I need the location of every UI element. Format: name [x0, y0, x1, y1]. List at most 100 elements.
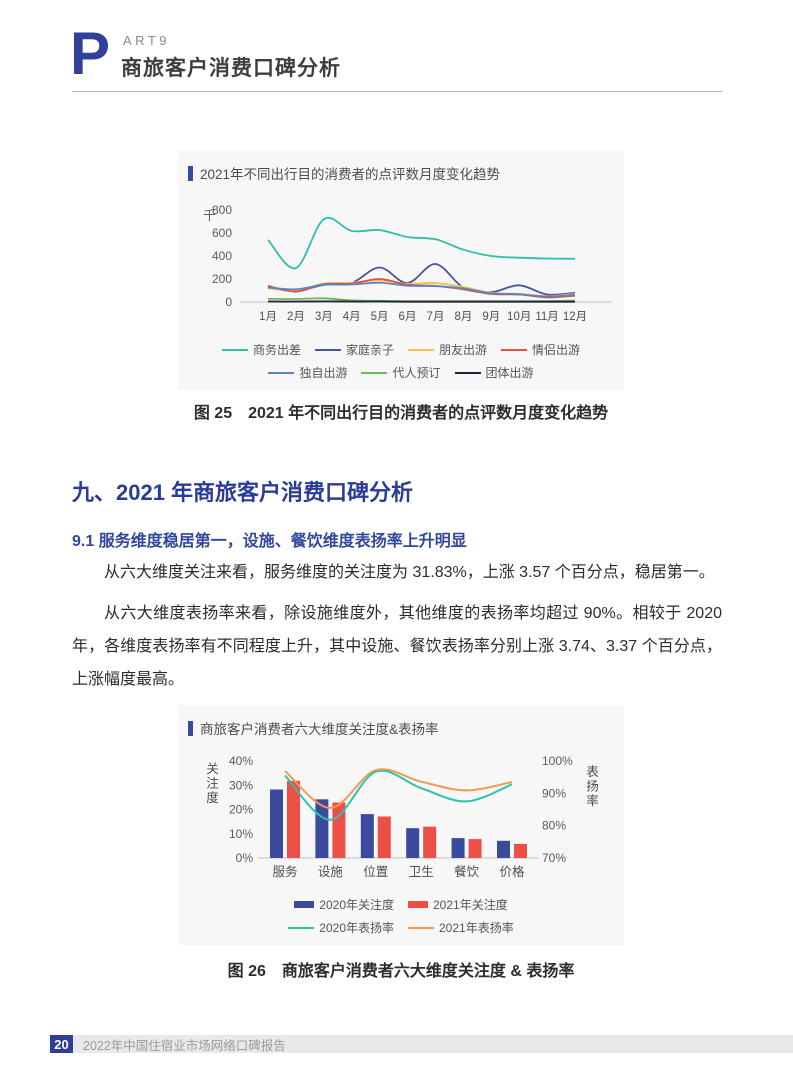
- bar-0-3: [406, 828, 420, 858]
- category-label: 服务: [272, 864, 297, 879]
- series-line-1: [267, 263, 576, 296]
- figure26-title-row: 商旅客户消费者六大维度关注度&表扬率: [188, 718, 439, 738]
- page-header-title: 商旅客户消费口碑分析: [121, 57, 341, 80]
- legend-bar-swatch: [408, 901, 428, 908]
- left-tick-label: 10%: [229, 827, 253, 841]
- right-tick-label: 80%: [542, 819, 566, 833]
- y-tick-label: 600: [212, 226, 232, 240]
- bar-1-5: [514, 843, 527, 858]
- legend-item: 2021年表扬率: [408, 919, 514, 936]
- category-label: 价格: [499, 864, 525, 879]
- left-tick-label: 0%: [236, 851, 254, 865]
- x-tick-label: 9月: [482, 311, 500, 323]
- x-tick-label: 7月: [427, 311, 445, 323]
- bar-0-4: [451, 838, 465, 858]
- x-tick-label: 2月: [287, 311, 305, 323]
- legend-line-swatch: [454, 371, 481, 374]
- legend-label: 2020年关注度: [319, 898, 394, 912]
- figure26-title-marker: [188, 720, 193, 736]
- series-line-4: [267, 281, 576, 298]
- legend-label: 代人预订: [392, 366, 441, 380]
- figure25-legend: 商务出差 家庭亲子 朋友出游 情侣出游独自出游 代人预订 团体出游: [178, 338, 624, 384]
- legend-row: 商务出差 家庭亲子 朋友出游 情侣出游: [178, 338, 624, 361]
- left-tick-label: 20%: [229, 803, 253, 817]
- legend-label: 团体出游: [485, 366, 534, 380]
- y-axis-unit: 千: [203, 208, 216, 223]
- legend-line-swatch: [314, 348, 341, 351]
- legend-line-swatch: [268, 371, 295, 374]
- legend-item: 商务出差: [221, 341, 301, 358]
- legend-label: 情侣出游: [532, 343, 581, 357]
- header-rule: [72, 91, 722, 92]
- bar-1-4: [468, 839, 482, 858]
- category-label: 卫生: [409, 865, 434, 879]
- left-tick-label: 30%: [229, 778, 253, 792]
- left-tick-label: 40%: [229, 754, 253, 768]
- legend-label: 2020年表扬率: [319, 921, 394, 935]
- x-tick-label: 11月: [535, 311, 558, 323]
- legend-item: 家庭亲子: [314, 341, 394, 358]
- figure26-right-axis-label: 表扬率: [584, 765, 598, 809]
- legend-row: 独自出游 代人预订 团体出游: [178, 361, 624, 384]
- legend-line-swatch: [408, 926, 434, 929]
- bar-0-2: [360, 814, 374, 858]
- legend-line-swatch: [408, 348, 434, 351]
- paragraph-1: 从六大维度关注来看，服务维度的关注度为 31.83%，上涨 3.57 个百分点，…: [104, 564, 715, 581]
- legend-label: 商务出差: [252, 343, 301, 357]
- legend-item: 2020年表扬率: [288, 919, 394, 936]
- y-tick-label: 800: [212, 203, 232, 217]
- praise-line-1: [284, 768, 513, 809]
- category-label: 位置: [363, 864, 388, 879]
- right-tick-label: 100%: [542, 754, 573, 768]
- legend-bar-swatch: [294, 901, 315, 908]
- legend-item: 代人预订: [361, 364, 441, 381]
- legend-line-swatch: [501, 348, 528, 351]
- x-tick-label: 5月: [371, 311, 389, 323]
- bar-1-1: [332, 802, 346, 858]
- figure25-caption: 图 25 2021 年不同出行目的消费者的点评数月度变化趋势: [193, 405, 609, 422]
- legend-item: 情侣出游: [501, 341, 580, 358]
- figure25-title-row: 2021年不同出行目的消费者的点评数月度变化趋势: [188, 163, 500, 183]
- x-tick-label: 10月: [507, 311, 531, 323]
- bar-1-0: [287, 780, 300, 858]
- bar-1-3: [423, 826, 437, 858]
- legend-row: 2020年表扬率 2021年表扬率: [178, 916, 624, 939]
- legend-item: 2020年关注度: [294, 896, 394, 913]
- legend-line-swatch: [288, 926, 315, 929]
- y-tick-label: 200: [212, 272, 232, 286]
- legend-label: 2021年表扬率: [439, 921, 514, 935]
- x-tick-label: 3月: [315, 311, 333, 323]
- bar-1-2: [377, 816, 391, 858]
- figure26-chart: 0% 10% 20% 30% 40% 70% 80% 90% 100% 服务 设施 位置 卫生 餐饮 价格: [178, 745, 624, 885]
- legend-item: 2021年关注度: [408, 896, 508, 913]
- legend-line-swatch: [221, 348, 248, 351]
- bar-0-5: [497, 840, 510, 858]
- praise-line-0: [284, 769, 513, 821]
- figure26-legend: 2020年关注度 2021年关注度 2020年表扬率 2021年表扬率: [178, 893, 624, 939]
- figure25-title-marker: [188, 165, 193, 181]
- legend-line-swatch: [361, 371, 388, 374]
- brand-part-label: ART9: [123, 33, 170, 48]
- legend-label: 独自出游: [299, 366, 348, 380]
- x-tick-label: 6月: [399, 311, 417, 323]
- bar-0-0: [270, 789, 283, 858]
- paragraph-2: 从六大维度表扬率来看，除设施维度外，其他维度的表扬率均超过 90%。相较于 20…: [72, 605, 722, 688]
- legend-label: 朋友出游: [439, 343, 488, 357]
- figure26-card: 商旅客户消费者六大维度关注度&表扬率 关注度 表扬率 0% 10% 20% 30% 40…: [178, 705, 624, 945]
- figure25-title: 2021年不同出行目的消费者的点评数月度变化趋势: [200, 167, 501, 182]
- legend-item: 团体出游: [454, 364, 534, 381]
- right-tick-label: 70%: [542, 851, 566, 865]
- brand-letter: P: [70, 20, 111, 87]
- figure26-caption: 图 26 商旅客户消费者六大维度关注度 & 表扬率: [227, 963, 575, 980]
- subsection-heading: 9.1 服务维度稳居第一，设施、餐饮维度表扬率上升明显: [72, 533, 467, 550]
- footer-report-title: 2022年中国住宿业市场网络口碑报告: [83, 1038, 286, 1053]
- page-number-badge: 20: [50, 1035, 73, 1053]
- x-tick-label: 8月: [454, 311, 472, 323]
- figure25-card: 2021年不同出行目的消费者的点评数月度变化趋势 800 600 400 200 0 千 1…: [178, 150, 624, 390]
- legend-item: 朋友出游: [408, 341, 487, 358]
- legend-label: 2021年关注度: [433, 898, 508, 912]
- figure25-chart: 800 600 400 200 0 千 1月 2月 3月 4月 5月 6月 7月 8月 9月 10月 11月 12…: [178, 190, 624, 330]
- series-line-0: [267, 216, 576, 270]
- category-label: 设施: [318, 864, 344, 879]
- x-tick-label: 4月: [343, 311, 361, 323]
